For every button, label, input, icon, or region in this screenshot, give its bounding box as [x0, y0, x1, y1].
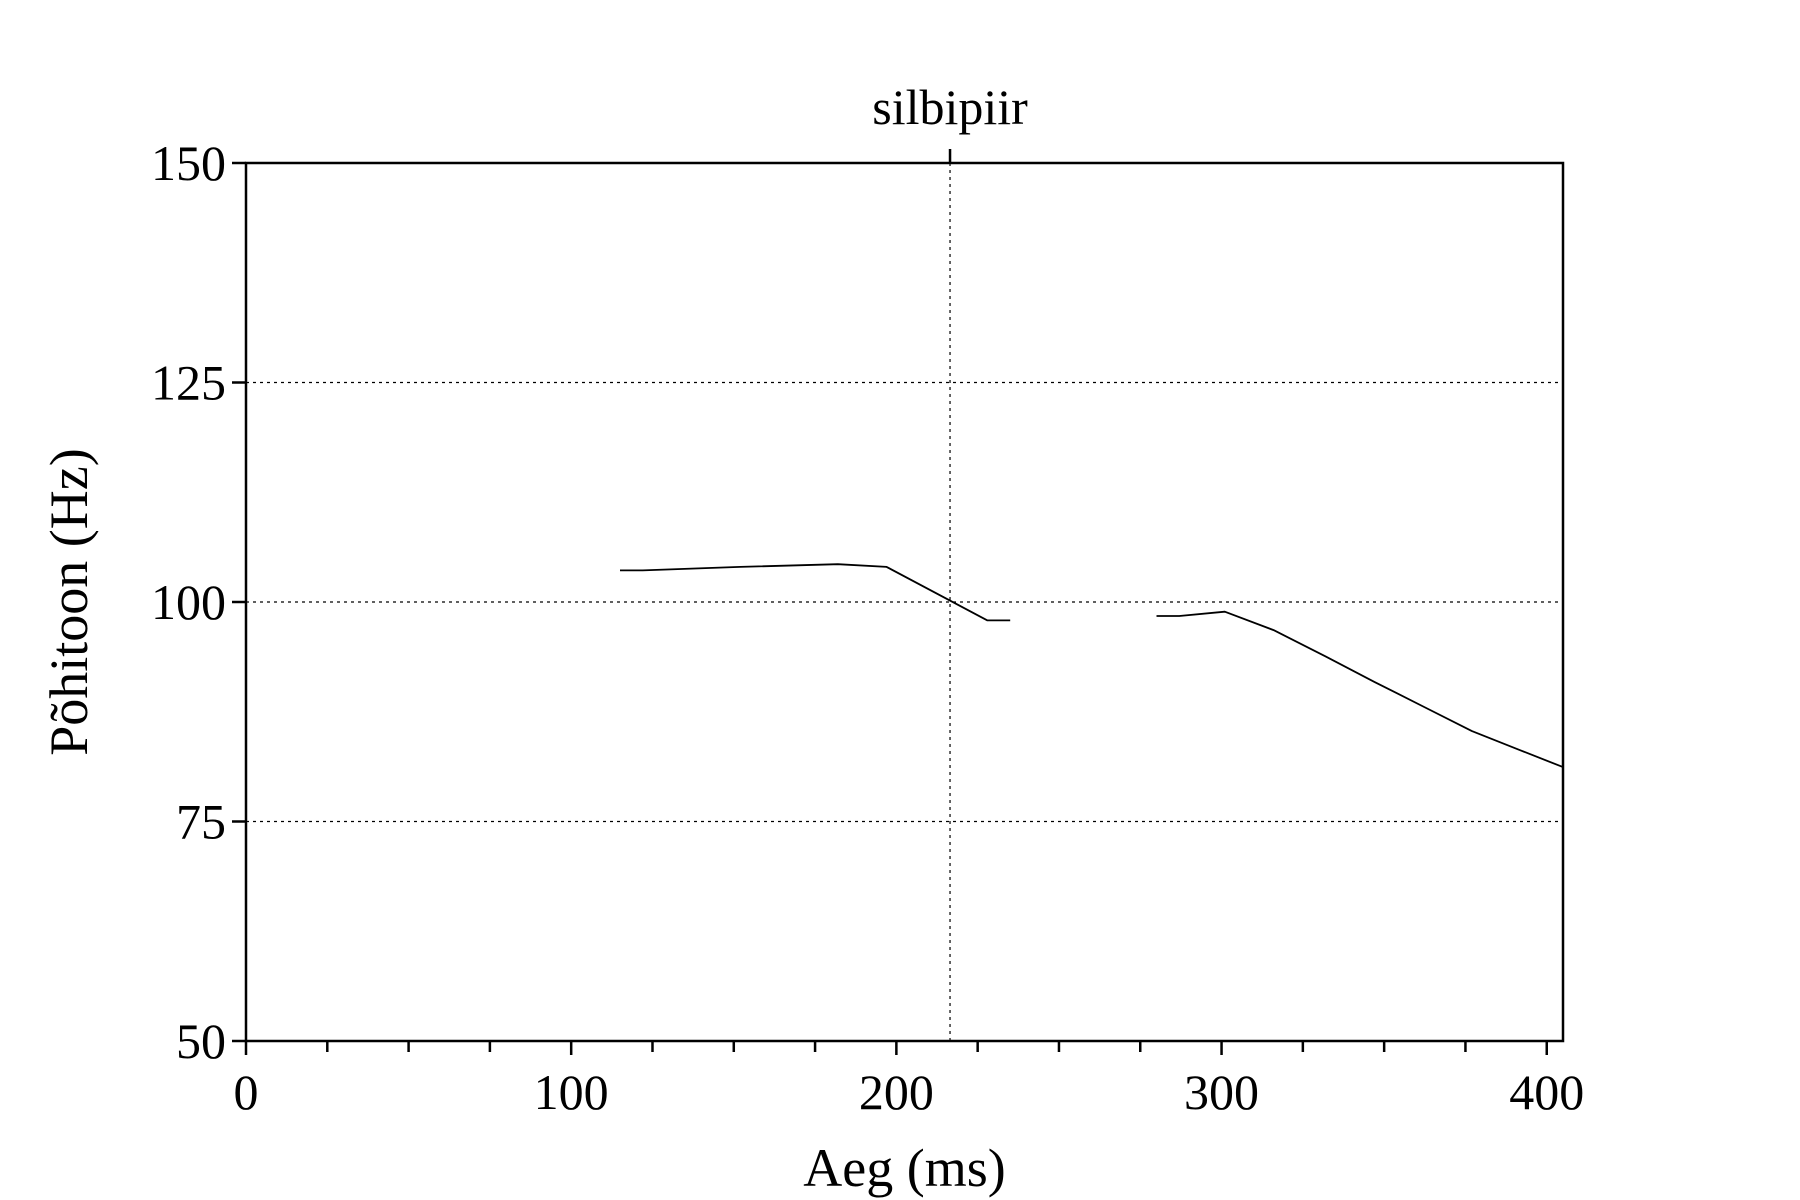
- y-tick-label: 50: [176, 1013, 226, 1069]
- syllable-boundary-label: silbipiir: [872, 79, 1028, 135]
- x-axis-title: Aeg (ms): [803, 1138, 1005, 1198]
- y-tick-label: 150: [151, 135, 226, 191]
- grid-lines: [246, 381, 1563, 823]
- syllable-boundary-marker: silbipiir: [872, 79, 1028, 1041]
- x-tick-label: 300: [1184, 1064, 1259, 1120]
- y-axis-title: Põhitoon (Hz): [39, 448, 99, 755]
- y-tick-label: 100: [151, 574, 226, 630]
- pitch-series: [620, 563, 1564, 768]
- x-tick-label: 100: [534, 1064, 609, 1120]
- x-tick-label: 400: [1509, 1064, 1584, 1120]
- y-tick-label: 125: [151, 355, 226, 411]
- y-tick-label: 75: [176, 794, 226, 850]
- pitch-line-segment: [1156, 610, 1564, 768]
- x-tick-label: 0: [234, 1064, 259, 1120]
- x-axis: 0 100 200 300 400: [234, 1041, 1584, 1120]
- x-tick-label: 200: [859, 1064, 934, 1120]
- y-axis: 50 75 100 125 150: [151, 135, 246, 1069]
- pitch-line-segment: [620, 563, 1011, 622]
